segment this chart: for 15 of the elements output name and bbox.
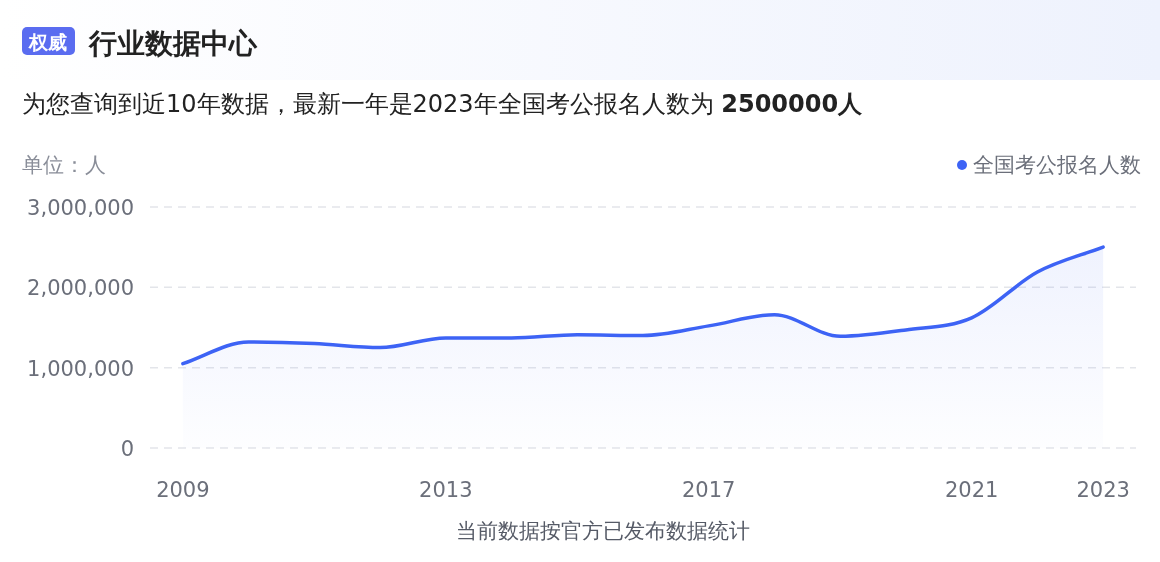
- x-tick-label: 2021: [944, 478, 999, 502]
- y-axis-title: 单位：人: [22, 153, 106, 177]
- y-tick-label: 3,000,000: [27, 196, 134, 220]
- x-tick-label: 2013: [419, 478, 473, 502]
- chart-title: 行业数据中心: [88, 27, 258, 60]
- y-tick-label: 2,000,000: [27, 276, 134, 301]
- x-tick-label: 2009: [156, 478, 210, 502]
- legend-label: 全国考公报名人数: [973, 153, 1141, 177]
- x-tick-label: 2017: [682, 478, 736, 502]
- y-tick-label: 1,000,000: [27, 356, 134, 381]
- y-tick-label: 0: [120, 437, 134, 461]
- x-tick-label: 2023: [1076, 478, 1130, 502]
- x-axis-title: 当前数据按官方已发布数据统计: [456, 519, 750, 543]
- chart-subtitle: 为您查询到近10年数据，最新一年是2023年全国考公报名人数为 2500000人: [22, 90, 864, 118]
- text: 权威: [28, 31, 67, 53]
